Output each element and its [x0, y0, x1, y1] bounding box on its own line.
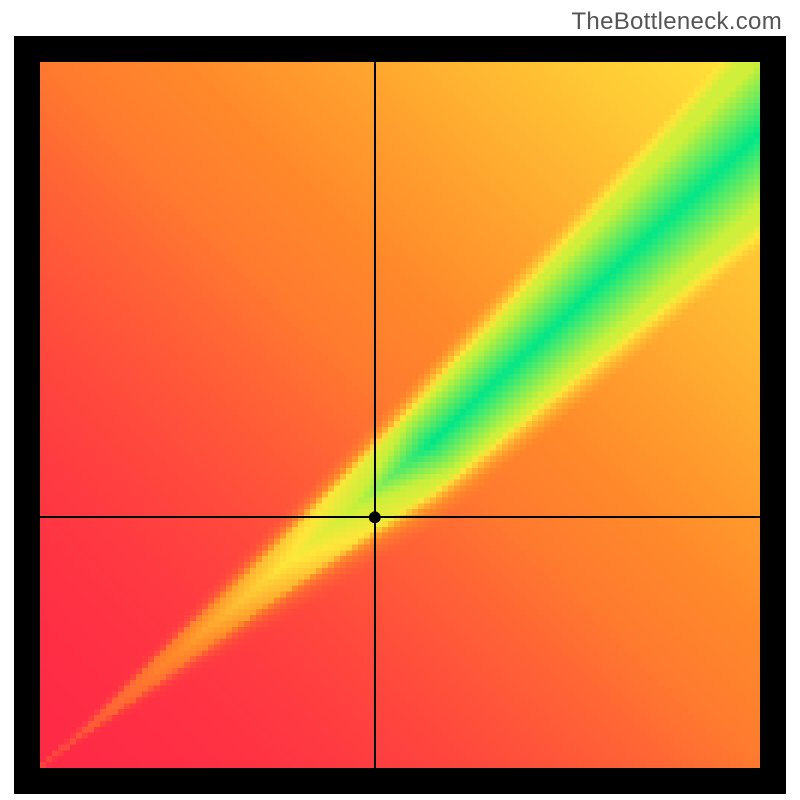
crosshair-horizontal	[40, 516, 760, 518]
crosshair-vertical	[374, 62, 376, 768]
chart-container: TheBottleneck.com	[0, 0, 800, 800]
watermark-text: TheBottleneck.com	[571, 8, 782, 36]
heatmap-canvas	[40, 62, 760, 768]
